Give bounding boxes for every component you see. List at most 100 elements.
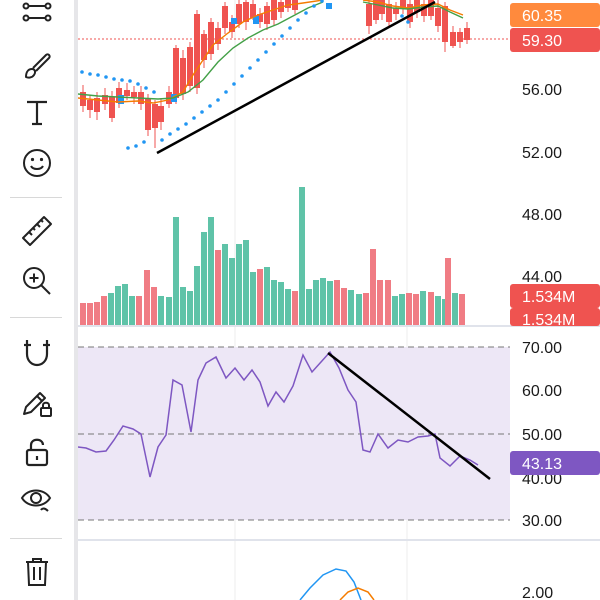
candle-body (421, 4, 427, 16)
psar-dot (184, 122, 188, 126)
text-tool-icon[interactable] (17, 92, 57, 132)
psar-dot (96, 73, 100, 77)
candle-body (243, 2, 249, 22)
volume-bar (385, 280, 391, 325)
volume-bar (222, 244, 228, 325)
volume-bar (341, 288, 347, 325)
zoom-in-icon[interactable] (17, 261, 57, 301)
psar-dot (80, 70, 84, 74)
candle-body-highlight (231, 18, 237, 24)
candle-body (102, 95, 108, 104)
candle-body (158, 106, 164, 122)
psar-dot (152, 90, 156, 94)
volume-bar (208, 217, 214, 325)
candle-body (236, 4, 242, 24)
candle-body (208, 22, 214, 54)
volume-bar (306, 289, 312, 325)
volume-bar (327, 281, 333, 325)
psar-dot (304, 11, 308, 15)
price-axis-label: 44.00 (522, 269, 562, 286)
volume-bar (101, 296, 107, 325)
volume-bar (108, 293, 114, 325)
candle-body (457, 32, 463, 42)
volume-badge (510, 284, 600, 308)
volume-bar (271, 280, 277, 325)
trash-icon[interactable] (17, 552, 57, 592)
volume-bar (435, 296, 441, 325)
candle-body-highlight (118, 95, 124, 104)
candle-body (187, 47, 193, 86)
volume-bar (257, 269, 263, 325)
candle-body (400, 0, 406, 8)
volume-bar (320, 278, 326, 325)
psar-dot (88, 72, 92, 76)
psar-dot (264, 50, 268, 54)
candle-body (428, 0, 434, 16)
volume-bar (264, 267, 270, 325)
toolbar-separator (10, 538, 62, 539)
volume-bar (445, 258, 451, 325)
volume-badge-value: 1.534M (522, 312, 575, 329)
volume-bar (187, 291, 193, 325)
volume-bar (406, 293, 412, 325)
volume-bar (166, 297, 172, 325)
price-trend-line[interactable] (156, 0, 436, 155)
volume-bar (313, 280, 319, 325)
candle-body (131, 92, 137, 97)
ruler-tool-icon[interactable] (17, 211, 57, 251)
psar-dot (112, 77, 116, 81)
volume-bar (370, 249, 376, 325)
candle-body (250, 4, 256, 18)
psar-dot (128, 79, 132, 83)
candle-body (180, 58, 186, 94)
volume-bar (243, 240, 249, 325)
candle-body (464, 28, 470, 40)
volume-bar (348, 290, 354, 325)
volume-bars (80, 187, 465, 325)
rsi-axis[interactable]: 70.00 60.00 50.00 40.00 30.00 (522, 340, 562, 530)
rsi-line (78, 350, 479, 478)
chart-area[interactable]: 56.00 52.00 48.00 44.00 60.35 59.30 1.53… (78, 0, 600, 600)
ma-fast-line (78, 0, 324, 104)
psar-dot (248, 66, 252, 70)
lock-drawing-pencil-icon[interactable] (17, 384, 57, 424)
trend-line-tool-icon[interactable] (17, 0, 57, 32)
volume-badge (510, 308, 600, 326)
toolbar-separator (10, 197, 62, 198)
volume-badge-value: 1.534M (522, 289, 575, 306)
price-axis[interactable]: 56.00 52.00 48.00 44.00 (522, 82, 562, 286)
psar-dot (240, 74, 244, 78)
rsi-trend-line[interactable] (327, 352, 491, 480)
candle-body (173, 48, 179, 98)
rsi-current-badge (510, 451, 600, 475)
psar-dot (288, 26, 292, 30)
psar-dot (406, 20, 410, 24)
current-price-value: 60.35 (522, 8, 562, 25)
ma-orange-right (362, 0, 464, 16)
psar-dot (272, 42, 276, 46)
emoji-tool-icon[interactable] (17, 143, 57, 183)
volume-bar (129, 296, 135, 325)
volume-bar (180, 287, 186, 325)
magnet-icon[interactable] (17, 332, 57, 372)
brush-tool-icon[interactable] (17, 46, 57, 86)
volume-bar (236, 244, 242, 325)
volume-bar (122, 284, 128, 325)
volume-bar (459, 294, 465, 325)
volume-bar (356, 294, 362, 325)
volume-bar (201, 232, 207, 325)
psar-dot (280, 34, 284, 38)
price-axis-label: 52.00 (522, 145, 562, 162)
candle-body (109, 97, 115, 118)
candlesticks (80, 0, 470, 148)
candle-body (366, 4, 372, 26)
unlock-icon[interactable] (17, 432, 57, 472)
psar-dot (168, 132, 172, 136)
psar-dot (232, 82, 236, 86)
volume-bar (87, 303, 93, 325)
candle-body (152, 104, 158, 128)
eye-visibility-icon[interactable] (17, 480, 57, 520)
volume-bar (413, 294, 419, 325)
candle-body (379, 0, 385, 14)
parabolic-sar-dots (80, 0, 410, 150)
